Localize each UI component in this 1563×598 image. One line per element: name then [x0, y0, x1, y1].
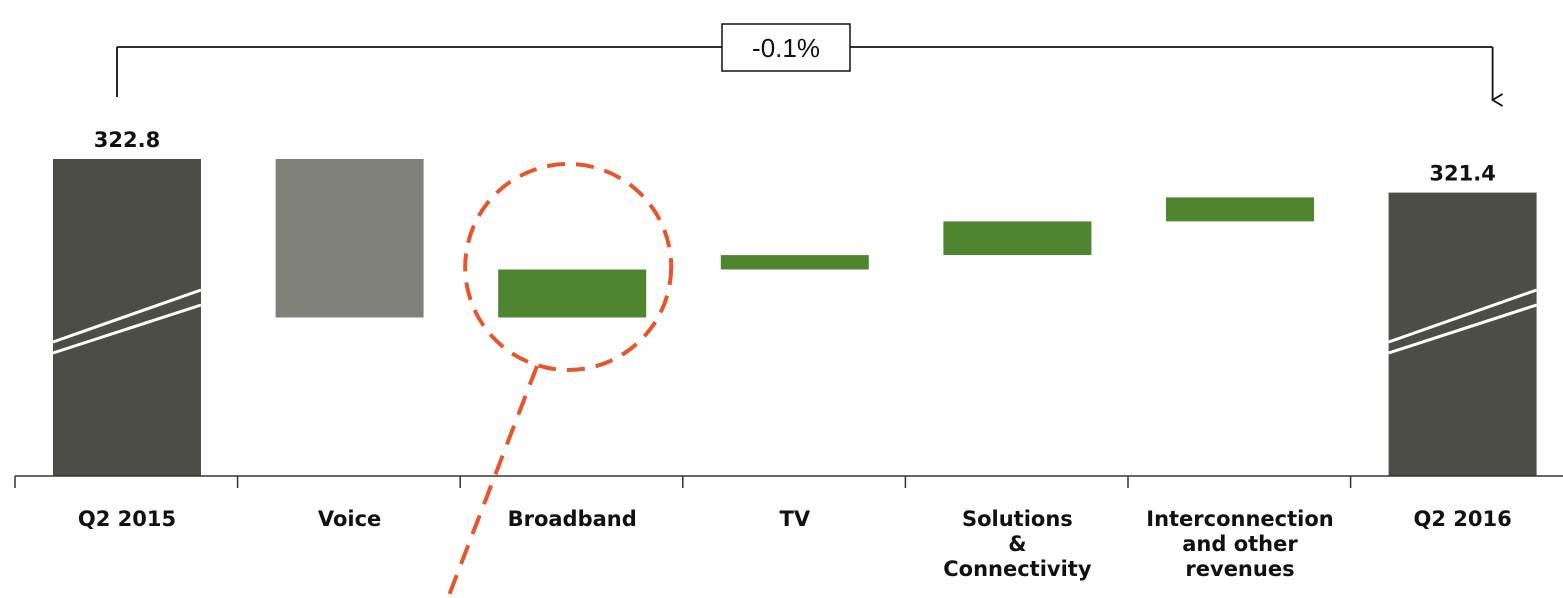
- bar-broadband: [498, 269, 647, 318]
- bar-solutions-connectivity: [943, 221, 1092, 255]
- value-label: 321.4: [1429, 162, 1495, 186]
- category-label: TV: [780, 507, 811, 531]
- axis-break-line: [52, 288, 202, 344]
- highlight-pointer: [446, 365, 539, 598]
- bar-voice: [275, 159, 424, 318]
- change-label: -0.1%: [752, 33, 820, 63]
- category-label: Voice: [318, 507, 381, 531]
- axis-break-line: [1388, 288, 1538, 344]
- value-label: 322.8: [94, 128, 160, 152]
- bar-tv: [720, 255, 869, 270]
- bar-interconnection-and-other-revenues: [1166, 197, 1314, 222]
- category-label: Q2 2016: [1413, 507, 1511, 531]
- axis-break-line: [52, 303, 202, 355]
- axis-break-line: [1388, 303, 1538, 355]
- category-label: Solutions & Connectivity: [943, 507, 1092, 581]
- category-label: Q2 2015: [78, 507, 176, 531]
- change-box: [721, 23, 851, 72]
- category-label: Interconnection and other revenues: [1146, 507, 1333, 581]
- category-label: Broadband: [508, 507, 637, 531]
- highlight-circle: [463, 162, 674, 372]
